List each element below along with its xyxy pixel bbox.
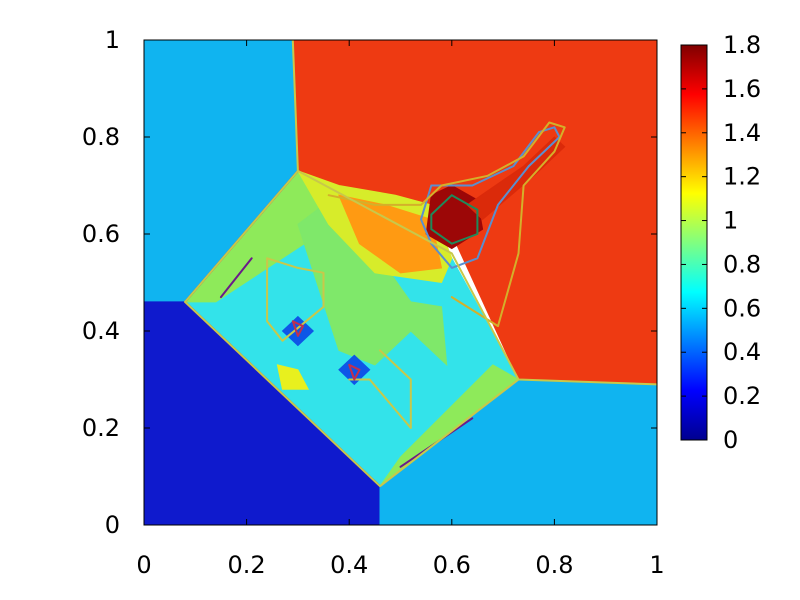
y-tick-label: 0.2 bbox=[82, 414, 120, 442]
y-axis: 0 0.2 0.4 0.6 0.8 1 bbox=[82, 26, 657, 539]
contour-line bbox=[420, 126, 561, 269]
field-regions bbox=[144, 40, 657, 525]
plot-frame bbox=[143, 39, 658, 526]
y-tick-label: 1 bbox=[105, 26, 120, 54]
colorbar-tick-label: 1.6 bbox=[723, 75, 761, 103]
x-axis: 0 0.2 0.4 0.6 0.8 1 bbox=[136, 40, 665, 579]
colorbar-tick-label: 0.8 bbox=[723, 250, 761, 278]
colorbar-tick-label: 0.6 bbox=[723, 294, 761, 322]
x-tick-label: 0.6 bbox=[433, 551, 471, 579]
contour-lines bbox=[184, 40, 657, 488]
colorbar-tick-label: 1.4 bbox=[723, 119, 761, 147]
colorbar-tick-label: 1.8 bbox=[723, 31, 761, 59]
colorbar-tick-label: 0 bbox=[723, 426, 738, 454]
y-tick-label: 0.4 bbox=[82, 317, 120, 345]
contour-line bbox=[348, 349, 412, 429]
region-thin-jet-streak bbox=[466, 136, 566, 221]
colorbar-ticks: 0 0.2 0.4 0.6 0.8 1 1.2 1.4 1.6 1.8 bbox=[681, 31, 761, 454]
contour-line bbox=[219, 257, 253, 299]
contour-line bbox=[291, 40, 657, 386]
x-tick-label: 0.4 bbox=[330, 551, 368, 579]
y-tick-label: 0 bbox=[105, 511, 120, 539]
contour-line bbox=[327, 121, 566, 328]
contour-line bbox=[430, 194, 479, 245]
x-tick-label: 0.8 bbox=[535, 551, 573, 579]
colorbar-gradient bbox=[680, 44, 708, 441]
plot-area bbox=[144, 40, 657, 525]
region-mushroom-jet-cap bbox=[297, 204, 448, 367]
x-tick-label: 0 bbox=[136, 551, 151, 579]
contour-line bbox=[266, 257, 325, 342]
y-tick-label: 0.6 bbox=[82, 220, 120, 248]
colorbar: 0 0.2 0.4 0.6 0.8 1 1.2 1.4 1.6 1.8 bbox=[680, 31, 761, 454]
contour-line bbox=[291, 320, 304, 337]
x-tick-label: 0.2 bbox=[228, 551, 266, 579]
colorbar-tick-label: 1.2 bbox=[723, 163, 761, 191]
colorbar-tick-label: 0.4 bbox=[723, 338, 761, 366]
colorbar-tick-label: 1 bbox=[723, 207, 738, 235]
contour-line bbox=[184, 169, 520, 488]
colorbar-tick-label: 0.2 bbox=[723, 382, 761, 410]
x-tick-label: 1 bbox=[649, 551, 664, 579]
region-lower-left-yellow-pocket bbox=[276, 364, 310, 390]
contour-line bbox=[348, 363, 361, 381]
y-tick-label: 0.8 bbox=[82, 123, 120, 151]
